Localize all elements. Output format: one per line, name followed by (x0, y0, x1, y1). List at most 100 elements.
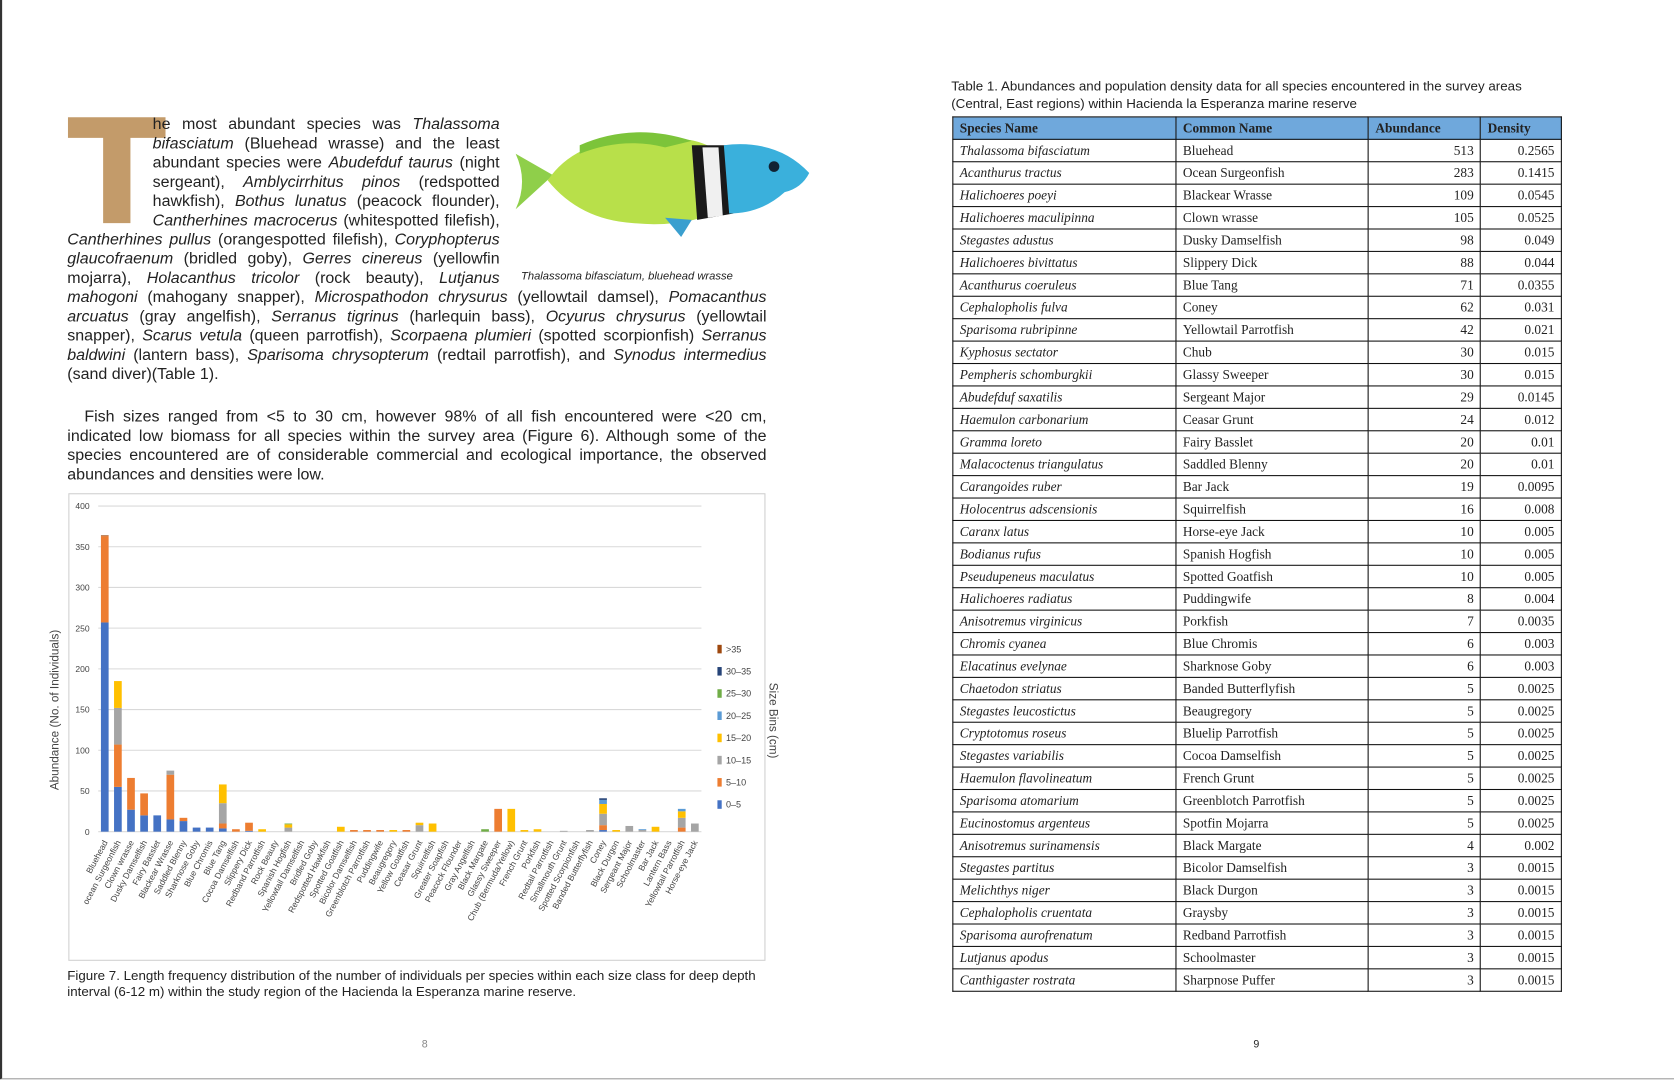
legend-label: >35 (726, 644, 741, 654)
table-cell: 19 (1367, 475, 1482, 499)
table-cell: Lutjanus apodus (952, 945, 1177, 970)
species-name: Pomacanthus arcuatus (67, 288, 767, 326)
species-name: Lutjanus mahogoni (67, 269, 500, 307)
table-cell: Banded Butterflyfish (1175, 676, 1369, 701)
bar-segment (166, 770, 175, 775)
column-header: Common Name (1175, 116, 1369, 140)
table-cell: Eucinostomus argenteus (952, 811, 1177, 835)
table-cell: Malacoctenus triangulatus (952, 452, 1177, 477)
table-cell: Bluelip Parrotfish (1175, 721, 1369, 746)
page-number: 9 (1253, 1038, 1260, 1051)
table-cell: Acanthurus coeruleus (952, 273, 1177, 297)
table-cell: 0.2565 (1480, 138, 1562, 163)
table-cell: Ceasar Grunt (1175, 407, 1369, 432)
table-cell: 30 (1367, 340, 1482, 365)
table-cell: Cephalopholis cruentata (952, 901, 1177, 925)
bar-segment (218, 823, 227, 829)
table-cell: French Grunt (1175, 766, 1369, 791)
table-row: Eucinostomus argenteus Spotfin Mojarra 5 0.… (952, 811, 1562, 835)
bar-segment (428, 823, 437, 832)
species-name: Coryphopterus glaucofraenum (67, 230, 500, 268)
table-cell: 5 (1367, 699, 1482, 723)
table-cell: Bar Jack (1175, 475, 1369, 499)
table-cell: 0.0025 (1480, 699, 1562, 723)
table-cell: 0.0015 (1480, 878, 1562, 903)
table-cell: Spotfin Mojarra (1175, 811, 1369, 835)
text-run: (mahogany snapper), (137, 288, 315, 307)
table-cell: Carangoides ruber (952, 475, 1177, 499)
table-row: Canthigaster rostrata Sharpnose Puffer 3 0.… (952, 968, 1562, 992)
table-cell: Coney (1175, 295, 1369, 320)
legend-swatch (717, 689, 722, 698)
table-cell: Spanish Hogfish (1175, 542, 1369, 566)
species-name: Scorpaena plumieri (390, 326, 532, 345)
bar-segment (192, 827, 201, 832)
text-run: (spotted scorpionfish) (531, 326, 702, 345)
bar-segment (586, 830, 594, 832)
table-row: Halichoeres radiatus Puddingwife 8 0.004 (952, 587, 1562, 611)
table-row: Pempheris schomburgkii Glassy Sweeper 30 0.… (952, 362, 1562, 387)
table-cell: 0.005 (1480, 519, 1562, 544)
table-row: Cryptotomus roseus Bluelip Parrotfish 5 0.0… (952, 721, 1562, 746)
bar-segment (559, 830, 568, 832)
legend-swatch (717, 711, 722, 720)
table-cell: Graysby (1175, 901, 1369, 925)
bar-segment (179, 817, 188, 822)
text-run: (night sergeant), (152, 153, 500, 192)
table-cell: Dusky Damselfish (1175, 228, 1369, 252)
table-cell: 0.0015 (1480, 923, 1562, 947)
table-cell: 5 (1367, 721, 1482, 746)
bar-segment (166, 774, 175, 820)
table-row: Kyphosus sectator Chub 30 0.015 (952, 340, 1562, 365)
table-cell: 10 (1367, 564, 1482, 589)
table-cell: Stegastes variabilis (952, 744, 1177, 768)
bar-segment (140, 815, 148, 832)
text-run: (yellowfin mojarra), (67, 249, 500, 288)
table-cell: Chub (1175, 340, 1369, 365)
table-cell: Holocentrus adscensionis (952, 497, 1177, 521)
chart-frame (68, 493, 766, 961)
table-cell: Canthigaster rostrata (952, 968, 1177, 992)
table-cell: Sharpnose Puffer (1175, 968, 1369, 992)
table-cell: 0.0015 (1480, 856, 1562, 880)
text-run: (rock beauty), (299, 269, 440, 288)
table-cell: 0.0035 (1480, 609, 1562, 634)
table-cell: 0.0525 (1480, 206, 1562, 230)
table-cell: 7 (1367, 609, 1482, 634)
bar-segment (284, 827, 293, 832)
table-cell: 513 (1367, 138, 1482, 163)
table-row: Carangoides ruber Bar Jack 19 0.0095 (952, 475, 1562, 499)
bar-segment (218, 784, 227, 804)
legend-label: 20–25 (726, 711, 751, 721)
table-cell: 3 (1367, 923, 1482, 947)
text-run: (harlequin bass), (398, 307, 546, 326)
bar-segment (612, 830, 621, 832)
table-row: Pseudupeneus maculatus Spotted Goatfish 10… (952, 564, 1562, 589)
species-name: Thalassoma bifasciatum (152, 115, 500, 153)
text-run: Fish sizes ranged from <5 to 30 cm, howe… (67, 407, 767, 484)
table-cell: 5 (1367, 788, 1482, 813)
legend-swatch (717, 800, 722, 809)
species-name: Ocyurus chrysurus (545, 307, 686, 326)
table-cell: Schoolmaster (1175, 945, 1369, 970)
table-row: Stegastes adustus Dusky Damselfish 98 0.049 (952, 228, 1562, 252)
table-cell: Melichthys niger (952, 878, 1177, 903)
table-cell: 0.0025 (1480, 744, 1562, 768)
table-row: Halichoeres maculipinna Clown wrasse 105 0.… (952, 206, 1562, 230)
text-run: (yellowtail snapper), (67, 307, 767, 345)
table-cell: 3 (1367, 878, 1482, 903)
legend-title: Size Bins (cm) (767, 683, 780, 759)
table-cell: Caranx latus (952, 519, 1177, 544)
table-row: Acanthurus coeruleus Blue Tang 71 0.0355 (952, 273, 1562, 297)
bar-segment (533, 829, 542, 832)
bar-segment (153, 815, 162, 832)
species-name: Amblycirrhitus pinos (243, 172, 401, 192)
paragraph: Fish sizes ranged from <5 to 30 cm, howe… (67, 408, 766, 485)
drop-cap: T (67, 89, 167, 259)
y-tick-label: 100 (75, 745, 89, 755)
table-cell: 5 (1367, 811, 1482, 835)
bar-segment (507, 808, 516, 832)
bar-segment (402, 830, 411, 832)
legend-swatch (717, 778, 722, 787)
table-cell: 0.0025 (1480, 766, 1562, 791)
